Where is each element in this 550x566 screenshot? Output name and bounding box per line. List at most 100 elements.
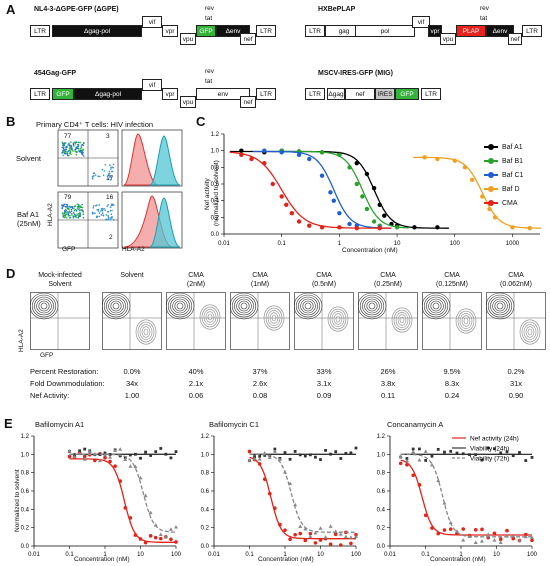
panel-c-ytick-label: 1.0 [211,149,220,155]
contour-ring [302,300,314,312]
facs-dot [106,218,108,221]
panel-e-data-point [318,538,323,542]
contour-frame [230,292,290,350]
facs-dot [62,149,65,151]
contour-plot [102,292,162,350]
gene-ltr: LTR [305,88,325,100]
panel-e-data-point [339,457,343,460]
panel-e-data-point [442,501,447,505]
gene-rev: rev [205,68,215,75]
facs-dot [65,216,68,219]
table-cell: 1.00 [124,391,140,400]
facs-dot [76,203,79,205]
facs-dot [77,206,80,209]
panel-e-data-point [67,448,72,453]
panel-e-xtick-label: 100 [527,552,538,558]
panel-e-data-point [486,446,490,450]
panel-c-data-point [337,210,342,216]
panel-c-data-point [307,156,312,162]
table-cell: 9.5% [443,367,461,376]
facs-dot [61,206,64,208]
facs-dot [100,207,103,210]
contour-ring-infected [459,313,473,329]
table-cell: 0.08 [252,391,268,400]
facs-dot [110,168,112,170]
contour-ring-infected [269,312,279,324]
legend-label: Baf C1 [502,171,524,179]
panel-c-data-point [364,171,370,177]
contour-ring-infected [263,305,285,331]
panel-e-data-point [253,455,256,458]
facs-dot [96,204,98,206]
facs-dot [61,146,64,149]
panel-e-data-point [273,447,277,451]
contour-ring-infected [329,308,347,330]
panel-e-data-point [158,536,163,541]
panel-e-data-point [468,453,471,457]
panel-e-data-point [448,520,453,525]
facs-dot [64,205,67,208]
panel-e-data-point [138,537,143,541]
facs-dot [74,148,77,150]
contour-ring [492,298,508,314]
column-header: CMA [252,272,268,279]
facs-dot [109,179,112,181]
panel-e-data-point [328,542,333,546]
panel-e-data-point [318,526,323,530]
quadrant-lr-solvent: 17 [106,175,114,182]
contour-ring [108,298,124,314]
facs-dot [62,154,64,157]
facs-dot [63,212,66,214]
contour-ring [494,300,506,312]
panel-c-data-point [422,155,427,160]
panel-e-data-point [473,527,478,532]
contour-ring [366,300,378,312]
facs-dot [66,151,68,154]
panel-e-data-point [108,455,113,459]
panel-e-data-point [498,537,503,542]
column-subheader: Solvent [48,281,72,288]
panel-e-data-point [293,502,298,507]
panel-e-data-point [411,447,415,451]
table-cell: 0.2% [507,367,525,376]
contour-ring-infected [463,317,469,325]
legend-entry: Baf C1 [484,168,523,182]
panel-e-data-point [298,531,303,536]
facs-dot [107,217,110,219]
panel-e-data-point [174,540,178,544]
panel-e-fit-curve [249,456,356,540]
facs-dot [77,212,80,215]
panel-e-data-point [344,451,348,455]
gene-vpr: vpr [428,25,442,37]
facs-dot [76,146,79,149]
facs-dot [82,213,85,216]
panel-e-data-point [303,538,308,543]
facs-dot [109,218,112,221]
facs-dot [70,208,73,211]
panel-e-data-point [324,448,327,452]
row-label-bafa1-conc: (25nM) [17,219,41,228]
contour-frame [166,292,226,350]
panel-e-data-point [143,540,148,545]
gene-dgag-pol: Δgag-pol [52,25,142,37]
facs-dot [107,178,110,180]
facs-dot [79,148,81,150]
contour-ring [362,296,382,316]
contour-ring-infected [141,326,151,338]
panel-c-data-point [239,152,244,158]
panel-c-data-point [239,148,244,153]
facs-dot [71,147,73,150]
panel-e-xtick-label: 100 [351,552,362,558]
contour-ring [294,292,323,320]
facs-dot [62,144,64,146]
facs-dot [76,214,78,217]
facs-dot [67,212,70,214]
facs-dot [104,163,107,166]
facs-dot [72,215,75,218]
gene-ltr-3: LTR [256,88,276,100]
legend-swatch [484,144,498,150]
facs-dot [70,212,73,215]
panel-e-xtick-label: 0.1 [65,552,74,558]
contour-ring-infected [199,304,221,330]
panel-c-data-point [347,165,352,170]
